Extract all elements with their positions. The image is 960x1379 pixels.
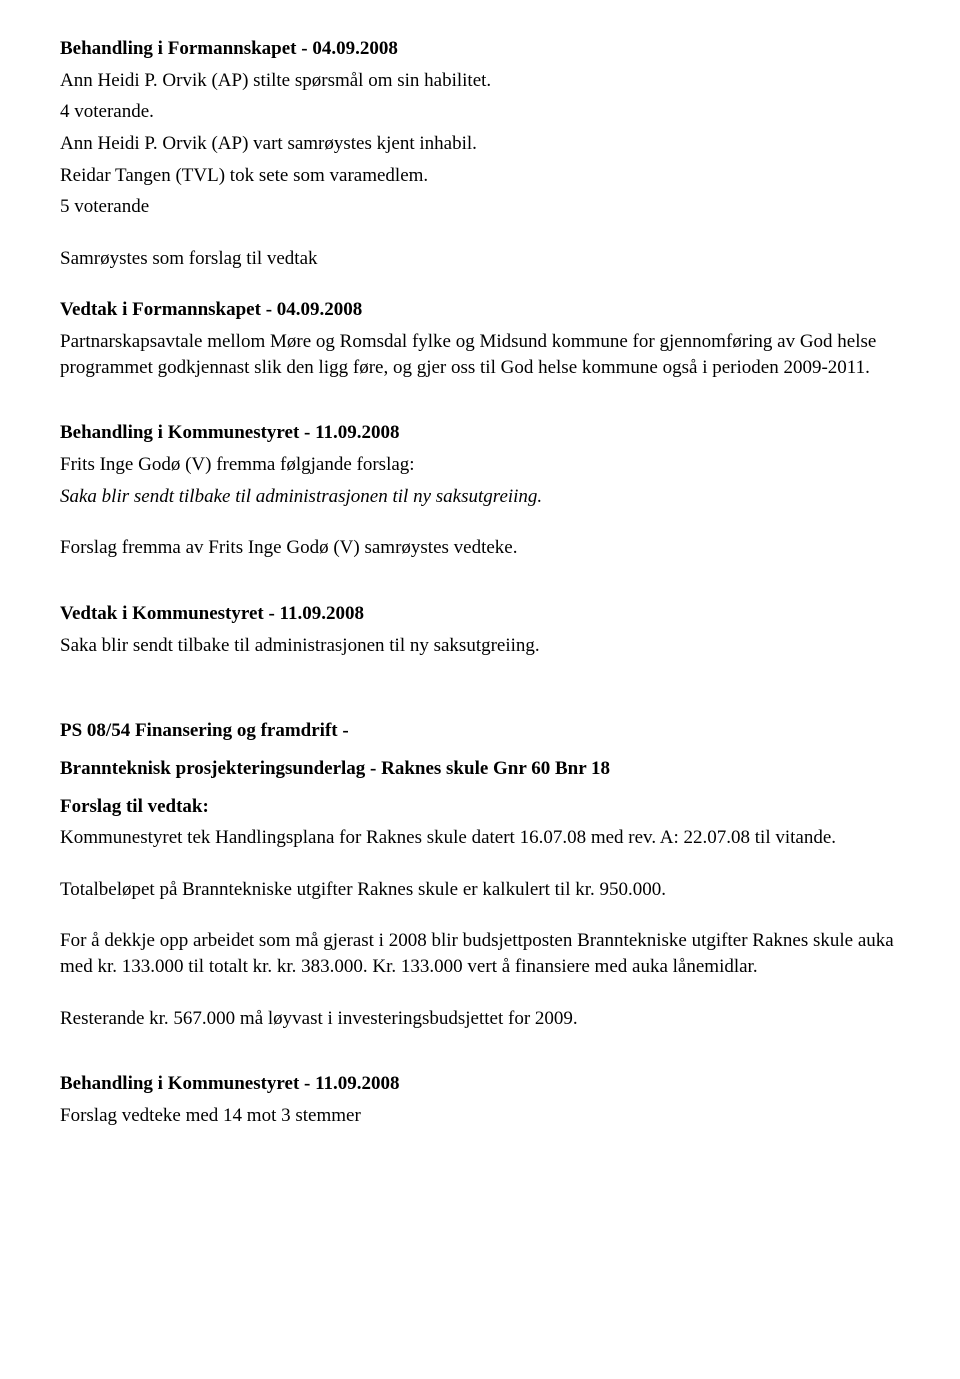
paragraph: For å dekkje opp arbeidet som må gjerast… bbox=[60, 928, 900, 979]
paragraph: Forslag fremma av Frits Inge Godø (V) sa… bbox=[60, 535, 900, 561]
paragraph: Frits Inge Godø (V) fremma følgjande for… bbox=[60, 452, 900, 478]
paragraph: Totalbeløpet på Branntekniske utgifter R… bbox=[60, 877, 900, 903]
paragraph: Saka blir sendt tilbake til administrasj… bbox=[60, 633, 900, 659]
paragraph: Samrøystes som forslag til vedtak bbox=[60, 246, 900, 272]
heading-behandling-kommunestyret-2: Behandling i Kommunestyret - 11.09.2008 bbox=[60, 1071, 900, 1097]
paragraph: Partnarskapsavtale mellom Møre og Romsda… bbox=[60, 329, 900, 380]
heading-vedtak-formannskapet: Vedtak i Formannskapet - 04.09.2008 bbox=[60, 297, 900, 323]
paragraph: Resterande kr. 567.000 må løyvast i inve… bbox=[60, 1006, 900, 1032]
heading-forslag-til-vedtak: Forslag til vedtak: bbox=[60, 794, 900, 820]
paragraph: Ann Heidi P. Orvik (AP) vart samrøystes … bbox=[60, 131, 900, 157]
paragraph: Ann Heidi P. Orvik (AP) stilte spørsmål … bbox=[60, 68, 900, 94]
paragraph-italic: Saka blir sendt tilbake til administrasj… bbox=[60, 484, 900, 510]
paragraph: 5 voterande bbox=[60, 194, 900, 220]
paragraph: Forslag vedteke med 14 mot 3 stemmer bbox=[60, 1103, 900, 1129]
heading-behandling-formannskapet: Behandling i Formannskapet - 04.09.2008 bbox=[60, 36, 900, 62]
heading-ps-0854-line2: Brannteknisk prosjekteringsunderlag - Ra… bbox=[60, 756, 900, 782]
heading-vedtak-kommunestyret: Vedtak i Kommunestyret - 11.09.2008 bbox=[60, 601, 900, 627]
heading-ps-0854-line1: PS 08/54 Finansering og framdrift - bbox=[60, 718, 900, 744]
heading-behandling-kommunestyret-1: Behandling i Kommunestyret - 11.09.2008 bbox=[60, 420, 900, 446]
paragraph: Reidar Tangen (TVL) tok sete som varamed… bbox=[60, 163, 900, 189]
paragraph: 4 voterande. bbox=[60, 99, 900, 125]
paragraph: Kommunestyret tek Handlingsplana for Rak… bbox=[60, 825, 900, 851]
